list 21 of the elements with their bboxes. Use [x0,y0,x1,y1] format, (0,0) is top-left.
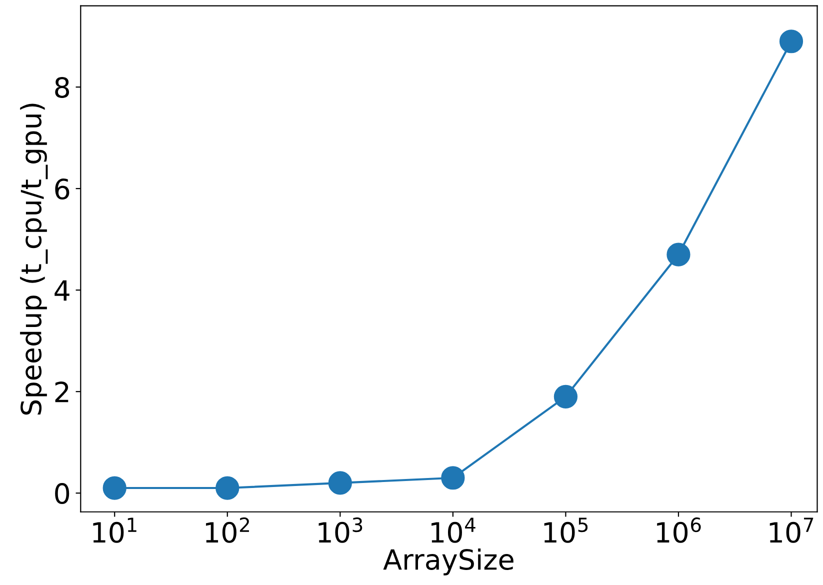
y-tick-label: 0 [55,483,70,504]
x-tick-label: 10$^{1}$ [93,518,136,543]
x-tick-label: 10$^{4}$ [432,518,476,543]
x-tick-label: 10$^{6}$ [657,517,701,543]
x-tick-label: 10$^{7}$ [770,518,814,543]
y-tick-label: 4 [54,280,70,301]
point [441,466,465,490]
point [666,242,690,266]
point [102,476,126,500]
x-axis-title: ArraySize [383,548,514,576]
y-tick-label: 2 [55,382,68,402]
y-tick-label: 6 [55,178,70,200]
point [328,471,352,495]
x-tick-label: 10$^{5}$ [544,518,588,543]
y-axis-title: Speedup (t_cpu/t_gpu) [20,104,48,415]
x-tick-label: 10$^{2}$ [206,517,249,543]
x-tick-label: 10$^{3}$ [318,517,362,543]
point [216,476,240,500]
y-tick-label: 8 [55,76,70,98]
point [554,384,578,408]
point [779,30,804,54]
